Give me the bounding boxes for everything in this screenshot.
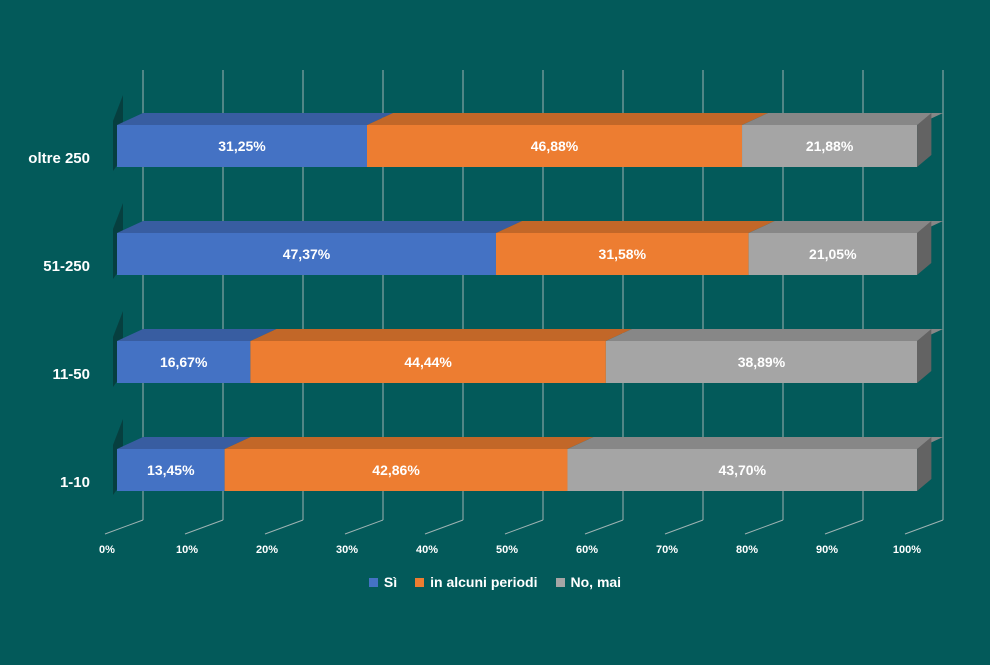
bar-segment-top	[250, 329, 632, 341]
data-label: 44,44%	[404, 354, 452, 370]
data-label: 31,25%	[218, 138, 266, 154]
legend-label-in-alcuni-periodi: in alcuni periodi	[430, 574, 538, 590]
gridline-floor	[184, 519, 224, 535]
gridline-floor	[584, 519, 624, 535]
bar-segment-top	[117, 221, 522, 233]
bar-segment	[742, 125, 918, 167]
bar-segment-side	[917, 113, 932, 167]
bar-segment	[224, 449, 568, 491]
gridline-floor	[904, 519, 944, 535]
bar-segment-top	[605, 329, 943, 341]
bar-segment-top	[224, 437, 594, 449]
data-label: 16,67%	[160, 354, 208, 370]
x-tick-label: 0%	[99, 544, 115, 556]
data-label: 31,58%	[599, 246, 647, 262]
legend-label-si: Sì	[383, 574, 398, 590]
bar-segment	[495, 233, 749, 275]
bar-segment	[117, 341, 251, 383]
x-tick-label: 100%	[893, 544, 921, 556]
x-tick-label: 80%	[736, 544, 758, 556]
bar-segment	[250, 341, 606, 383]
legend-label-no-mai: No, mai	[570, 574, 622, 590]
gridline-floor	[264, 519, 304, 535]
bar-segment-top	[742, 113, 944, 125]
bar-segment	[748, 233, 917, 275]
gridline-floor	[104, 519, 144, 535]
gridline-floor	[824, 519, 864, 535]
data-label: 21,88%	[806, 138, 854, 154]
category-label: 1-10	[60, 474, 90, 491]
data-label: 47,37%	[283, 246, 331, 262]
gridline-floor	[504, 519, 544, 535]
legend-item-no-mai: No, mai	[555, 574, 622, 590]
gridline-floor	[344, 519, 384, 535]
bar-segment-top	[367, 113, 769, 125]
bar-segment	[367, 125, 743, 167]
category-label: 51-250	[43, 258, 90, 275]
category-label: 11-50	[52, 366, 90, 383]
bar-segment-top	[748, 221, 943, 233]
legend: Sì in alcuni periodi No, mai	[0, 574, 990, 590]
bar-segment-top	[117, 437, 251, 449]
bar-segment-top	[117, 329, 277, 341]
bar-segment-top	[117, 113, 393, 125]
x-tick-label: 90%	[816, 544, 838, 556]
bar-segment-side	[917, 437, 932, 491]
bar-segment	[605, 341, 917, 383]
gridline-floor	[664, 519, 704, 535]
category-label: oltre 250	[28, 150, 90, 167]
x-tick-label: 30%	[336, 544, 358, 556]
x-tick-label: 40%	[416, 544, 438, 556]
x-tick-label: 70%	[656, 544, 678, 556]
gridline-floor	[744, 519, 784, 535]
bar-segment-top	[567, 437, 944, 449]
gridline-floor	[424, 519, 464, 535]
x-tick-label: 10%	[176, 544, 198, 556]
bar-segment	[117, 449, 225, 491]
x-tick-label: 60%	[576, 544, 598, 556]
bar-segment	[117, 233, 496, 275]
x-tick-label: 50%	[496, 544, 518, 556]
legend-item-in-alcuni-periodi: in alcuni periodi	[415, 574, 538, 590]
bar-segment-side	[917, 329, 932, 383]
legend-swatch-si	[368, 577, 378, 587]
legend-swatch-in-alcuni-periodi	[415, 577, 425, 587]
x-tick-label: 20%	[256, 544, 278, 556]
data-label: 21,05%	[809, 246, 857, 262]
data-label: 43,70%	[719, 462, 767, 478]
legend-swatch-no-mai	[555, 577, 565, 587]
data-label: 38,89%	[738, 354, 786, 370]
data-label: 42,86%	[372, 462, 420, 478]
legend-item-si: Sì	[368, 574, 398, 590]
bar-segment-side	[917, 221, 932, 275]
bar-segment	[117, 125, 367, 167]
bar-segment	[567, 449, 918, 491]
bar-segment-top	[495, 221, 775, 233]
data-label: 13,45%	[147, 462, 195, 478]
data-label: 46,88%	[531, 138, 579, 154]
